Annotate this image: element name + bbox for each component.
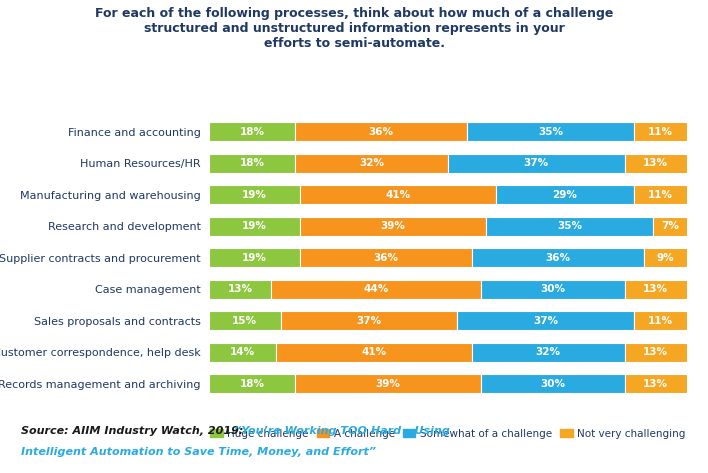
Bar — [209, 343, 275, 362]
Bar — [624, 280, 687, 299]
Text: 32%: 32% — [359, 158, 384, 168]
Bar — [209, 280, 271, 299]
Text: 11%: 11% — [648, 127, 673, 137]
Text: 13%: 13% — [643, 158, 668, 168]
Bar — [209, 248, 299, 267]
Text: 36%: 36% — [373, 253, 398, 263]
Bar — [209, 185, 299, 204]
Bar — [486, 217, 653, 236]
Text: 13%: 13% — [643, 379, 668, 389]
Text: 41%: 41% — [361, 347, 387, 358]
Bar — [209, 154, 295, 173]
Bar — [295, 154, 447, 173]
Text: 39%: 39% — [376, 379, 401, 389]
Bar — [275, 343, 472, 362]
Text: 18%: 18% — [239, 379, 264, 389]
Text: 11%: 11% — [648, 190, 673, 200]
Bar — [209, 122, 295, 141]
Legend: Huge challenge, A challenge, Somewhat of a challenge, Not very challenging: Huge challenge, A challenge, Somewhat of… — [206, 425, 690, 443]
Text: 37%: 37% — [356, 316, 382, 326]
Text: Source: AIIM Industry Watch, 2019:: Source: AIIM Industry Watch, 2019: — [21, 426, 248, 436]
Text: 13%: 13% — [643, 284, 668, 294]
Bar — [481, 280, 624, 299]
Bar — [472, 248, 644, 267]
Bar — [299, 185, 496, 204]
Text: 29%: 29% — [552, 190, 577, 200]
Text: 37%: 37% — [533, 316, 559, 326]
Text: 39%: 39% — [380, 221, 405, 231]
Text: 30%: 30% — [540, 379, 566, 389]
Text: Intelligent Automation to Save Time, Money, and Effort”: Intelligent Automation to Save Time, Mon… — [21, 447, 376, 457]
Bar — [209, 375, 295, 394]
Bar — [624, 154, 687, 173]
Text: 11%: 11% — [648, 316, 673, 326]
Bar — [496, 185, 634, 204]
Text: 15%: 15% — [232, 316, 257, 326]
Bar — [634, 122, 687, 141]
Bar — [644, 248, 687, 267]
Text: 37%: 37% — [524, 158, 549, 168]
Bar — [209, 217, 299, 236]
Text: 32%: 32% — [536, 347, 561, 358]
Text: 13%: 13% — [643, 347, 668, 358]
Text: For each of the following processes, think about how much of a challenge
structu: For each of the following processes, thi… — [95, 7, 613, 50]
Text: 13%: 13% — [227, 284, 253, 294]
Bar — [299, 248, 472, 267]
Bar — [280, 311, 457, 330]
Text: 18%: 18% — [239, 127, 264, 137]
Text: 14%: 14% — [230, 347, 255, 358]
Bar — [447, 154, 624, 173]
Bar — [634, 185, 687, 204]
Text: 19%: 19% — [242, 190, 267, 200]
Text: 44%: 44% — [363, 284, 389, 294]
Bar — [634, 311, 687, 330]
Text: 36%: 36% — [368, 127, 394, 137]
Text: 19%: 19% — [242, 221, 267, 231]
Bar — [472, 343, 624, 362]
Text: 30%: 30% — [540, 284, 566, 294]
Text: 9%: 9% — [656, 253, 674, 263]
Text: 19%: 19% — [242, 253, 267, 263]
Text: 7%: 7% — [661, 221, 679, 231]
Text: 35%: 35% — [557, 221, 582, 231]
Bar — [481, 375, 624, 394]
Text: 18%: 18% — [239, 158, 264, 168]
Bar — [295, 375, 481, 394]
Bar — [457, 311, 634, 330]
Bar — [209, 311, 280, 330]
Bar — [271, 280, 481, 299]
Text: 35%: 35% — [538, 127, 563, 137]
Bar — [653, 217, 687, 236]
Bar — [295, 122, 467, 141]
Text: 41%: 41% — [385, 190, 410, 200]
Bar — [624, 343, 687, 362]
Text: 36%: 36% — [545, 253, 570, 263]
Bar — [299, 217, 486, 236]
Bar — [624, 375, 687, 394]
Bar — [467, 122, 634, 141]
Text: “You’re Working TOO Hard – Using: “You’re Working TOO Hard – Using — [234, 426, 450, 436]
